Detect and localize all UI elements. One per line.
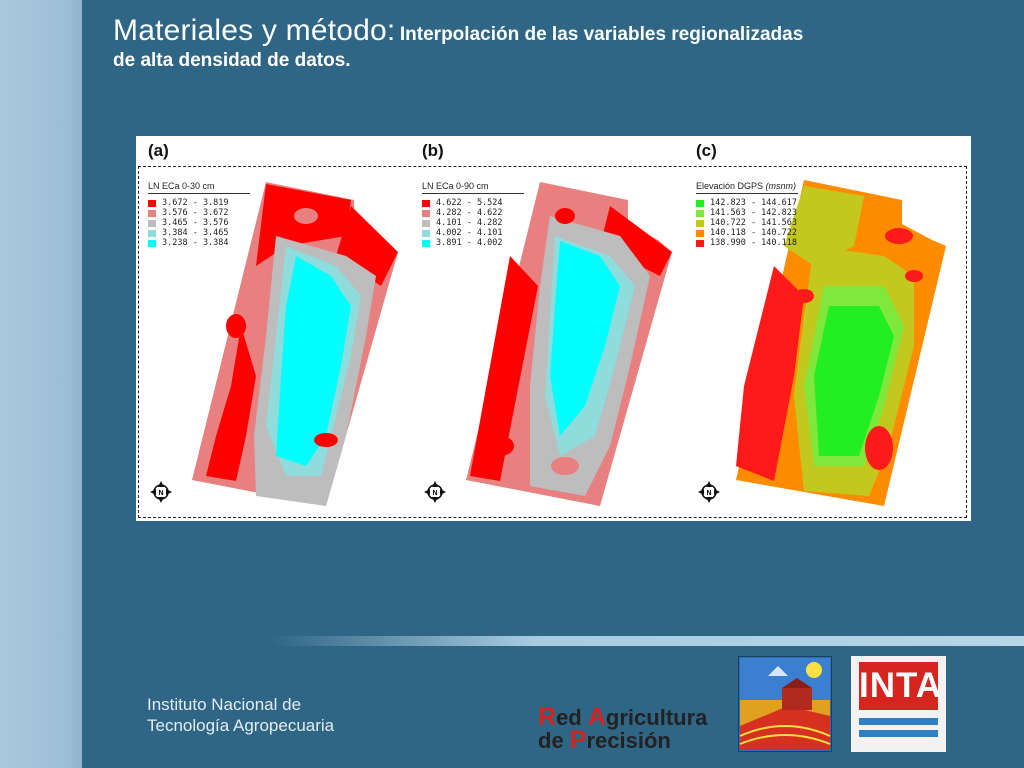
red-agricultura-logo-icon: [738, 656, 832, 752]
legend-title: Elevación DGPS (msnm): [696, 181, 798, 194]
map-figure: (a) LN ECa 0-30 cm 3.672 - 3.819 3.576 -…: [136, 136, 971, 521]
legend-title-unit: (msnm): [765, 181, 797, 191]
legend-range: 140.722 - 141.563: [710, 218, 797, 228]
svg-text:N: N: [432, 490, 437, 497]
svg-text:N: N: [158, 490, 163, 497]
legend-range: 3.891 - 4.002: [436, 238, 503, 248]
legend-range: 138.990 - 140.118: [710, 238, 797, 248]
legend-range: 3.576 - 3.672: [162, 208, 229, 218]
title-line2: de alta densidad de datos.: [113, 50, 351, 71]
org-line-1: Instituto Nacional de: [147, 695, 302, 714]
legend-swatch: [696, 209, 704, 217]
legend: LN ECa 0-30 cm 3.672 - 3.819 3.576 - 3.6…: [148, 181, 250, 248]
legend-swatch: [696, 239, 704, 247]
legend-range: 142.823 - 144.617: [710, 198, 797, 208]
legend-item: 4.101 - 4.282: [422, 218, 524, 228]
inta-stripe: [859, 718, 938, 725]
legend-item: 3.891 - 4.002: [422, 238, 524, 248]
legend-range: 140.118 - 140.722: [710, 228, 797, 238]
legend-range: 4.282 - 4.622: [436, 208, 503, 218]
legend-swatch: [696, 229, 704, 237]
map-a: [192, 182, 398, 506]
legend-swatch: [422, 239, 430, 247]
legend-swatch: [696, 219, 704, 227]
north-arrow-icon: N: [150, 481, 172, 503]
inta-wordmark: INTA: [859, 662, 941, 710]
legend-range: 3.238 - 3.384: [162, 238, 229, 248]
legend-swatch: [148, 199, 156, 207]
legend-range: 4.002 - 4.101: [436, 228, 503, 238]
rap-text: recisión: [586, 728, 671, 753]
north-arrow-icon: N: [424, 481, 446, 503]
rap-text: ed: [556, 705, 588, 730]
figure-dashed-frame: [138, 166, 967, 518]
legend-item: 140.722 - 141.563: [696, 218, 798, 228]
bottom-decorative-rule: [270, 636, 1024, 646]
legend-range: 3.672 - 3.819: [162, 198, 229, 208]
legend-swatch: [422, 229, 430, 237]
legend-swatch: [422, 209, 430, 217]
title-sub: Interpolación de las variables regionali…: [399, 24, 804, 45]
title-main: Materiales y método:: [113, 14, 396, 47]
north-arrow-icon: N: [698, 481, 720, 503]
rap-cap: R: [538, 703, 557, 731]
map-b: [466, 182, 672, 506]
org-line-2: Tecnología Agropecuaria: [147, 716, 335, 735]
legend-item: 3.238 - 3.384: [148, 238, 250, 248]
panel-letter: (a): [148, 141, 169, 160]
legend: LN ECa 0-90 cm 4.622 - 5.524 4.282 - 4.6…: [422, 181, 524, 248]
rap-text: gricultura: [605, 705, 708, 730]
legend-item: 4.282 - 4.622: [422, 208, 524, 218]
legend-swatch: [148, 219, 156, 227]
legend-item: 140.118 - 140.722: [696, 228, 798, 238]
inta-stripe: [859, 730, 938, 737]
legend-item: 4.622 - 5.524: [422, 198, 524, 208]
legend-range: 4.101 - 4.282: [436, 218, 503, 228]
legend-range: 4.622 - 5.524: [436, 198, 503, 208]
legend-swatch: [148, 239, 156, 247]
rap-line-1: Red Agricultura: [538, 703, 708, 731]
rap-text: de: [538, 728, 570, 753]
panel-letter: (b): [422, 141, 444, 160]
left-decorative-band: [0, 0, 82, 768]
panel-letter: (c): [696, 141, 717, 160]
panel-c: (c) Elevación DGPS (msnm) 142.823 - 144.…: [684, 136, 960, 521]
rap-cap: P: [569, 726, 587, 754]
legend-item: 138.990 - 140.118: [696, 238, 798, 248]
legend-title: LN ECa 0-90 cm: [422, 181, 524, 194]
legend-swatch: [696, 199, 704, 207]
red-agricultura-precision-wordmark: Red Agricultura de Precisión: [538, 703, 708, 754]
legend: Elevación DGPS (msnm) 142.823 - 144.617 …: [696, 181, 798, 248]
inta-logo: INTA: [851, 656, 946, 752]
legend-range: 3.384 - 3.465: [162, 228, 229, 238]
legend-range: 3.465 - 3.576: [162, 218, 229, 228]
svg-text:N: N: [706, 490, 711, 497]
org-name: Instituto Nacional de Tecnología Agropec…: [147, 694, 334, 736]
rap-cap: A: [587, 703, 606, 731]
legend-swatch: [422, 199, 430, 207]
slide-title: Materiales y método: Interpolación de la…: [113, 14, 913, 72]
legend-item: 3.465 - 3.576: [148, 218, 250, 228]
legend-item: 3.384 - 3.465: [148, 228, 250, 238]
legend-swatch: [422, 219, 430, 227]
legend-swatch: [148, 209, 156, 217]
legend-title: LN ECa 0-30 cm: [148, 181, 250, 194]
legend-range: 141.563 - 142.823: [710, 208, 797, 218]
legend-item: 4.002 - 4.101: [422, 228, 524, 238]
rap-line-2: de Precisión: [538, 726, 707, 754]
legend-swatch: [148, 229, 156, 237]
panel-a: (a) LN ECa 0-30 cm 3.672 - 3.819 3.576 -…: [136, 136, 412, 521]
map-c: [736, 180, 946, 506]
inta-logo-inner: INTA: [859, 662, 941, 746]
legend-item: 3.576 - 3.672: [148, 208, 250, 218]
panel-b: (b) LN ECa 0-90 cm 4.622 - 5.524 4.282 -…: [410, 136, 686, 521]
legend-item: 142.823 - 144.617: [696, 198, 798, 208]
legend-item: 3.672 - 3.819: [148, 198, 250, 208]
legend-item: 141.563 - 142.823: [696, 208, 798, 218]
legend-title-plain: Elevación DGPS: [696, 181, 766, 191]
